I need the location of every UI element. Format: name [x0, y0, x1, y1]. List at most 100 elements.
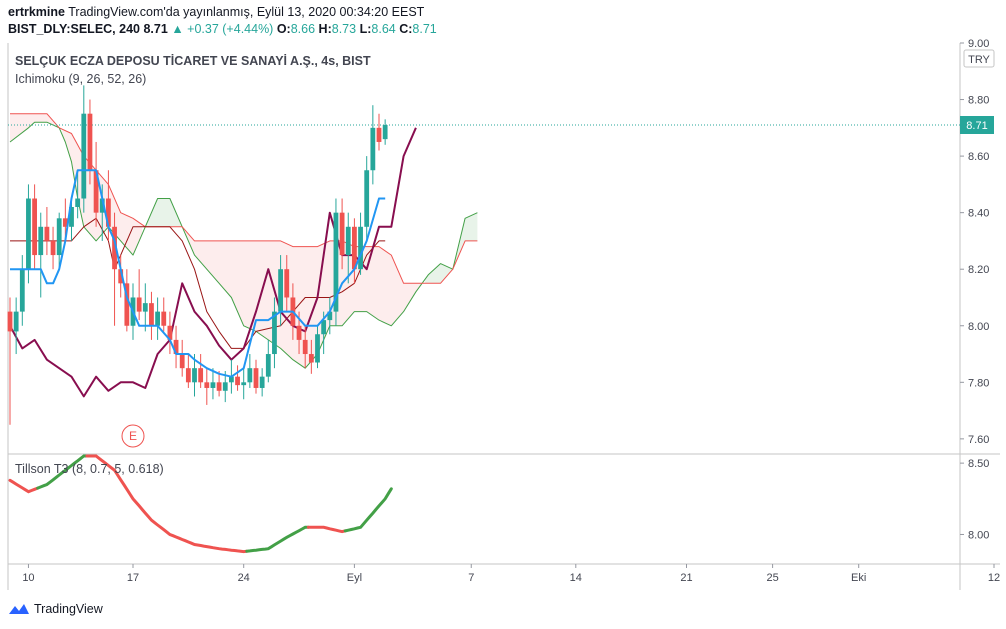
- time-tick-label: Eki: [851, 572, 866, 584]
- close-label: C:: [399, 22, 413, 36]
- candle-body[interactable]: [142, 303, 148, 312]
- candle-body[interactable]: [192, 368, 197, 383]
- candle-body[interactable]: [284, 269, 290, 298]
- candle-body[interactable]: [198, 368, 204, 383]
- time-tick-label: 12: [988, 572, 1000, 584]
- price-tick-label: 8.60: [968, 151, 989, 163]
- candle-body[interactable]: [106, 198, 111, 227]
- high-label: H:: [318, 22, 332, 36]
- candle-body[interactable]: [50, 240, 56, 256]
- candle-body[interactable]: [7, 311, 13, 332]
- candle-body[interactable]: [118, 269, 124, 284]
- candle-body[interactable]: [265, 354, 271, 377]
- candle-body[interactable]: [321, 320, 327, 335]
- candle-body[interactable]: [149, 303, 154, 326]
- ichimoku-base-line: [10, 217, 386, 349]
- t3-tick-label: 8.50: [968, 458, 989, 470]
- candle-body[interactable]: [204, 382, 210, 388]
- candle-body[interactable]: [327, 311, 333, 321]
- candle-body[interactable]: [62, 218, 68, 227]
- candle-body[interactable]: [210, 382, 216, 388]
- candle-body[interactable]: [13, 311, 19, 332]
- time-tick-label: 7: [468, 572, 474, 584]
- time-tick-label: 14: [570, 572, 582, 584]
- candle-body[interactable]: [32, 198, 37, 256]
- candle-body[interactable]: [38, 226, 44, 256]
- candle-body[interactable]: [87, 113, 93, 171]
- candle-body[interactable]: [272, 311, 277, 355]
- time-tick-label: 24: [238, 572, 250, 584]
- candle-body[interactable]: [161, 311, 167, 326]
- candle-body[interactable]: [241, 382, 247, 386]
- candle-body[interactable]: [364, 170, 370, 227]
- symbol-name: BIST_DLY:SELEC, 240: [8, 22, 140, 36]
- candle-body[interactable]: [19, 269, 25, 312]
- candle-body[interactable]: [358, 226, 363, 270]
- candle-body[interactable]: [155, 311, 160, 326]
- tillson-legend[interactable]: Tillson T3 (8, 0.7, 5, 0.618): [15, 462, 164, 476]
- candle-body[interactable]: [382, 125, 388, 140]
- candle-body[interactable]: [56, 218, 62, 256]
- time-tick-label: 25: [766, 572, 778, 584]
- earnings-marker-icon[interactable]: [121, 424, 145, 448]
- close-value: 8.71: [412, 22, 437, 36]
- candle-body[interactable]: [370, 127, 376, 171]
- candle-body[interactable]: [112, 226, 117, 270]
- tillson-t3-rising: [343, 487, 393, 533]
- price-change: +0.37 (+4.44%): [187, 22, 274, 36]
- candle-body[interactable]: [75, 198, 81, 207]
- candle-body[interactable]: [93, 170, 99, 213]
- candle-body[interactable]: [259, 376, 265, 388]
- time-tick-label: Eyl: [347, 572, 362, 584]
- ichimoku-leading-span-b: [10, 113, 478, 284]
- kumo-cloud-bullish: [425, 212, 478, 284]
- candle-body[interactable]: [216, 382, 222, 391]
- price-tick-label: 8.40: [968, 208, 989, 220]
- candle-body[interactable]: [308, 354, 314, 363]
- candle-body[interactable]: [69, 207, 74, 227]
- kumo-cloud-bearish: [10, 113, 57, 142]
- candle-body[interactable]: [167, 325, 173, 340]
- ichimoku-conversion-line: [10, 169, 386, 378]
- candle-body[interactable]: [229, 376, 234, 383]
- candle-body[interactable]: [179, 354, 185, 369]
- low-value: 8.64: [371, 22, 396, 36]
- up-arrow-icon: ▲: [171, 22, 184, 36]
- candle-body[interactable]: [278, 269, 283, 312]
- candle-body[interactable]: [185, 368, 191, 383]
- ichimoku-legend[interactable]: Ichimoku (9, 26, 52, 26): [15, 72, 147, 86]
- candle-body[interactable]: [124, 283, 130, 326]
- candle-body[interactable]: [296, 325, 302, 340]
- open-label: O:: [276, 22, 291, 36]
- candle-body[interactable]: [235, 376, 240, 386]
- candle-body[interactable]: [376, 127, 382, 142]
- candle-body[interactable]: [136, 297, 142, 312]
- brand-name: TradingView: [34, 602, 103, 616]
- symbol-info: BIST_DLY:SELEC, 240 8.71 ▲ +0.37 (+4.44%…: [8, 22, 437, 36]
- tradingview-brand[interactable]: TradingView: [8, 602, 103, 616]
- time-tick-label: 10: [22, 572, 34, 584]
- candle-body[interactable]: [352, 226, 357, 270]
- author-name: ertrkmine: [8, 5, 65, 19]
- tillson-t3-falling: [8, 478, 40, 494]
- open-value: 8.66: [290, 22, 316, 36]
- tillson-t3-rising: [245, 525, 310, 553]
- candle-body[interactable]: [26, 198, 31, 270]
- candle-body[interactable]: [315, 334, 320, 363]
- candle-body[interactable]: [222, 382, 228, 391]
- candle-body[interactable]: [173, 339, 179, 355]
- candle-body[interactable]: [333, 212, 339, 312]
- candle-body[interactable]: [345, 226, 351, 256]
- candle-body[interactable]: [247, 368, 253, 383]
- candle-body[interactable]: [302, 339, 308, 355]
- candle-body[interactable]: [81, 113, 87, 199]
- candle-body[interactable]: [339, 212, 345, 256]
- publish-info: ertrkmine TradingView.com'da yayınlanmış…: [8, 5, 424, 19]
- high-value: 8.73: [331, 22, 357, 36]
- candle-body[interactable]: [44, 226, 50, 241]
- candle-body[interactable]: [99, 198, 105, 213]
- candle-body[interactable]: [253, 368, 259, 388]
- last-price-tag-label: 8.71: [966, 120, 987, 132]
- kumo-cloud-bullish: [145, 198, 183, 227]
